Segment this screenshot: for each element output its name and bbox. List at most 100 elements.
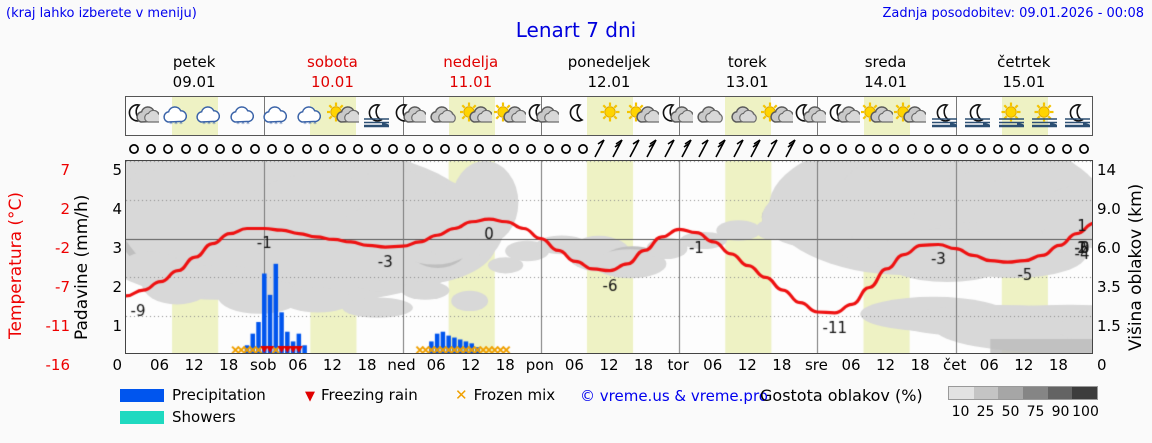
precipitation-axis-ticks: 5 4 3 2 1 0 bbox=[96, 160, 122, 375]
x-tick-label: 12 bbox=[737, 356, 757, 374]
cloud-density-step bbox=[1047, 387, 1073, 399]
calm-wind-icon bbox=[422, 144, 433, 154]
moon-wind-icon bbox=[1065, 104, 1091, 128]
day-name: sobota bbox=[307, 53, 358, 71]
legend-freezing-rain: ▼ Freezing rain bbox=[305, 386, 418, 404]
x-tick-label: 18 bbox=[495, 356, 515, 374]
precipitation-axis-title: Padavine (mm/h) bbox=[72, 194, 92, 341]
day-header-1: petek 09.01 bbox=[125, 50, 263, 94]
day-name: ponedeljek bbox=[567, 53, 651, 71]
svg-text:*: * bbox=[203, 120, 207, 128]
axis-tick: 7 bbox=[60, 161, 70, 179]
calm-wind-icon bbox=[508, 144, 519, 154]
axis-tick: 0 bbox=[112, 356, 122, 374]
sun-cloud-icon bbox=[627, 102, 660, 123]
calm-wind-icon bbox=[992, 144, 1003, 154]
moon-cloud-icon bbox=[528, 104, 560, 123]
last-update-label: Zadnja posodobitev: 09.01.2026 - 00:08 bbox=[882, 6, 1144, 21]
moon-clear-wind-icon bbox=[364, 104, 390, 128]
calm-wind-icon bbox=[318, 144, 329, 154]
calm-wind-icon bbox=[474, 144, 485, 154]
calm-wind-icon bbox=[1044, 144, 1055, 154]
legend-precipitation-label: Precipitation bbox=[172, 386, 266, 404]
calm-wind-icon bbox=[232, 144, 243, 154]
x-tick-label: 12 bbox=[1014, 356, 1034, 374]
x-tick-label: 06 bbox=[288, 356, 308, 374]
svg-text:*: * bbox=[213, 120, 217, 128]
cloud-density-step bbox=[1072, 387, 1098, 399]
calm-wind-icon bbox=[387, 144, 398, 154]
axis-tick: 1 bbox=[112, 317, 122, 335]
temperature-axis-ticks: 7 2 -2 -7 -11 -16 bbox=[30, 160, 71, 375]
cloud-icon bbox=[430, 106, 456, 123]
calm-wind-icon bbox=[958, 144, 969, 154]
calm-wind-icon bbox=[145, 144, 156, 154]
calm-wind-icon bbox=[266, 144, 277, 154]
cloud-snow-icon: * * * bbox=[296, 106, 321, 128]
day-date: 13.01 bbox=[725, 73, 769, 91]
x-tick-label: 18 bbox=[219, 356, 239, 374]
wind-barb-icon bbox=[698, 139, 709, 158]
calm-wind-icon bbox=[837, 144, 848, 154]
x-tick-label: 18 bbox=[772, 356, 792, 374]
sun-wind-icon bbox=[998, 102, 1024, 128]
svg-text:*: * bbox=[236, 120, 240, 128]
calm-wind-icon bbox=[215, 144, 226, 154]
day-header-5: torek 13.01 bbox=[678, 50, 816, 94]
cloud-density-step bbox=[973, 387, 999, 399]
x-tick-label: čet bbox=[943, 356, 967, 374]
day-header-row: petek 09.01 sobota 10.01 nedelja 11.01 ponedel… bbox=[125, 50, 1093, 94]
sun-wind-icon bbox=[1031, 102, 1057, 128]
calm-wind-icon bbox=[975, 144, 986, 154]
cloud-density-value: 100 bbox=[1072, 404, 1099, 420]
x-tick-label: sob bbox=[250, 356, 277, 374]
calm-wind-icon bbox=[370, 144, 381, 154]
copyright-link[interactable]: © vreme.us & vreme.pro bbox=[580, 387, 768, 405]
calm-wind-icon bbox=[889, 144, 900, 154]
wind-barb-icon bbox=[784, 139, 796, 158]
axis-tick: 4 bbox=[112, 200, 122, 218]
calm-wind-icon bbox=[249, 144, 260, 154]
showers-swatch bbox=[120, 411, 164, 424]
weather-icon-row: * * * * * * * * * * * * * * * bbox=[125, 96, 1093, 136]
wind-barb-icon bbox=[732, 139, 744, 158]
calm-wind-icon bbox=[180, 144, 191, 154]
moon-wind-icon bbox=[931, 104, 957, 128]
calm-wind-icon bbox=[1027, 144, 1038, 154]
calm-wind-icon bbox=[578, 144, 589, 154]
calm-wind-icon bbox=[923, 144, 934, 154]
sun-clear-icon bbox=[600, 102, 620, 122]
moon-cloud-icon bbox=[662, 104, 693, 123]
x-tick-label: 06 bbox=[703, 356, 723, 374]
sun-cloud-icon bbox=[493, 102, 526, 123]
moon-cloud-icon bbox=[829, 104, 860, 123]
calm-wind-icon bbox=[284, 144, 295, 154]
svg-text:*: * bbox=[241, 120, 245, 128]
axis-tick: 6.0 bbox=[1097, 239, 1121, 257]
x-tick-label: 12 bbox=[599, 356, 619, 374]
cloud-density-value: 75 bbox=[1026, 404, 1045, 420]
calm-wind-icon bbox=[941, 144, 952, 154]
axis-tick: -7 bbox=[55, 278, 70, 296]
moon-wind-icon bbox=[965, 104, 991, 128]
legend-precipitation: Precipitation bbox=[120, 386, 266, 404]
axis-tick: 3.5 bbox=[1097, 278, 1121, 296]
calm-wind-icon bbox=[301, 144, 312, 154]
x-tick-label: 18 bbox=[357, 356, 377, 374]
legend-frozen-mix: ✕ Frozen mix bbox=[455, 386, 555, 404]
x-tick-label: 18 bbox=[910, 356, 930, 374]
x-tick-label: 12 bbox=[322, 356, 342, 374]
moon-clear-icon bbox=[569, 104, 584, 122]
calm-wind-icon bbox=[820, 144, 831, 154]
x-tick-label: 06 bbox=[564, 356, 584, 374]
meteogram-drawing bbox=[126, 161, 1092, 353]
axis-tick: -2 bbox=[55, 239, 70, 257]
day-header-7: četrtek 15.01 bbox=[955, 50, 1093, 94]
x-tick-label: 18 bbox=[634, 356, 654, 374]
wind-barb-icon bbox=[629, 139, 640, 158]
axis-tick: 5 bbox=[112, 161, 122, 179]
day-separator bbox=[955, 97, 957, 135]
wind-barb-icon bbox=[715, 139, 727, 158]
calm-wind-icon bbox=[854, 144, 865, 154]
calm-wind-icon bbox=[405, 144, 416, 154]
